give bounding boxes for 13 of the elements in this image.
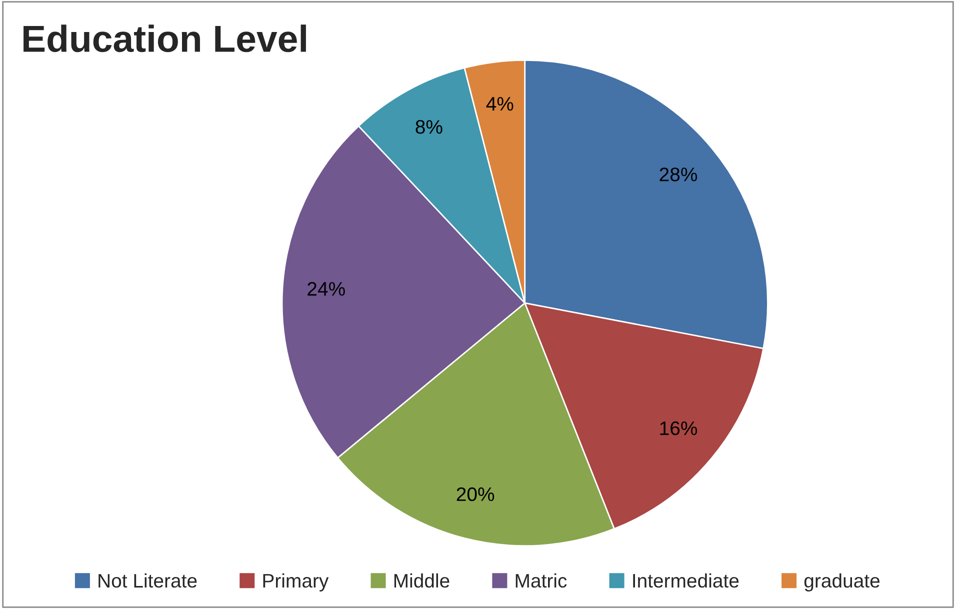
- legend-label: Middle: [394, 573, 450, 588]
- legend-label: Matric: [516, 573, 567, 588]
- data-label: 28%: [660, 168, 698, 182]
- data-label: 8%: [416, 120, 442, 134]
- data-label: 24%: [308, 282, 345, 296]
- legend-label: graduate: [804, 573, 880, 592]
- chart-title: Education Level: [24, 24, 306, 52]
- legend-label: Intermediate: [633, 573, 739, 588]
- data-label: 20%: [456, 487, 494, 502]
- data-label: 4%: [486, 97, 514, 111]
- legend-label: Primary: [263, 573, 329, 592]
- legend-label: Not Literate: [98, 573, 197, 588]
- data-label: 16%: [660, 421, 698, 436]
